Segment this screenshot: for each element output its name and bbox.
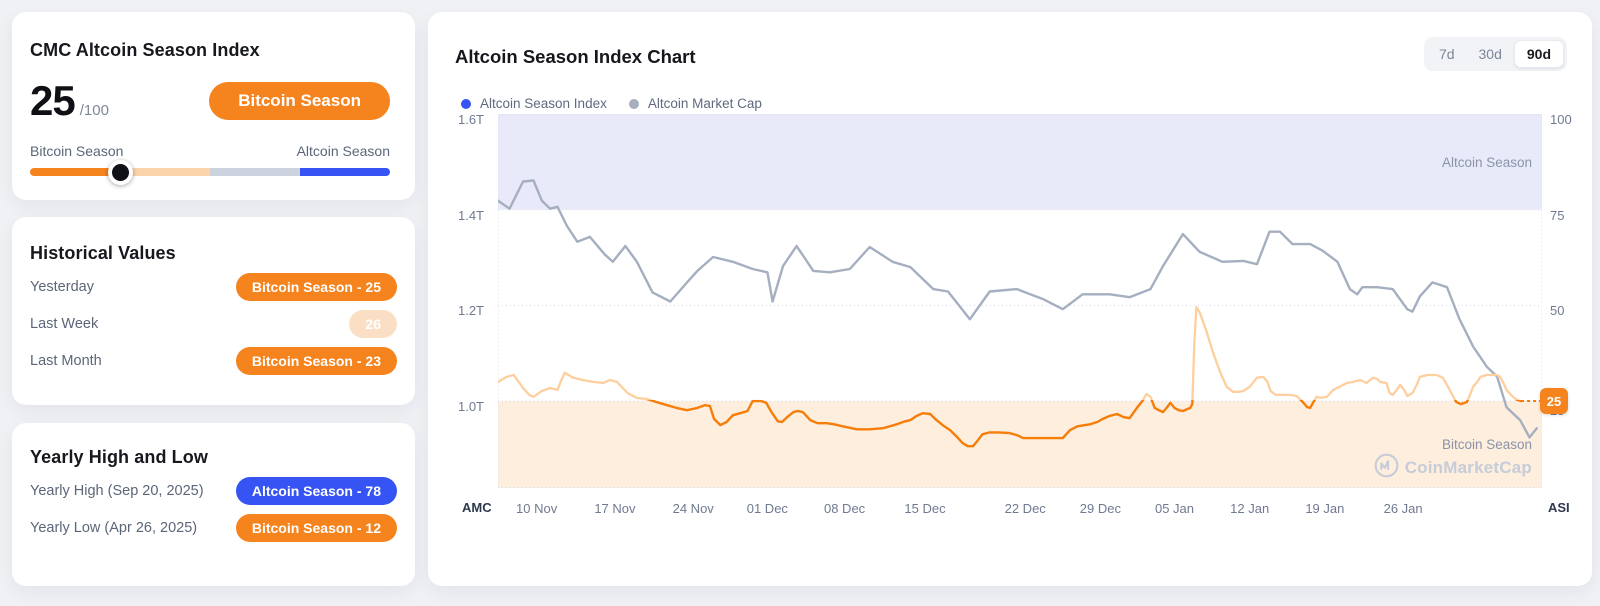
historical-row-badge: Bitcoin Season - 23 [235,347,397,375]
historical-row: Yesterday Bitcoin Season - 25 [30,273,397,301]
historical-row-label: Last Week [30,316,99,332]
yearly-high-low-card: Yearly High and Low Yearly High (Sep 20,… [12,423,415,586]
watermark-block: Bitcoin Season CoinMarketCap [1374,437,1532,483]
season-slider [30,160,390,185]
x-axis-tick: 05 Jan [1154,501,1195,516]
altcoin-season-chart-card: Altcoin Season Index Chart Altcoin Seaso… [428,12,1592,586]
historical-values-card: Historical Values Yesterday Bitcoin Seas… [12,217,415,405]
current-value-badge: 25 [1540,388,1568,414]
season-card-title: CMC Altcoin Season Index [30,40,260,60]
x-axis-tick: 10 Nov [516,501,558,516]
slider-knob[interactable] [108,160,133,185]
x-axis-tick: 26 Jan [1383,501,1423,516]
chart-svg [496,114,1542,488]
legend-item-altcoin-season-index[interactable]: Altcoin Season Index [461,96,607,111]
yearly-row-label: Yearly High (Sep 20, 2025) [30,483,204,499]
left-column: CMC Altcoin Season Index 25 /100 Bitcoin… [12,12,415,586]
legend-item-altcoin-market-cap[interactable]: Altcoin Market Cap [628,96,762,111]
season-index-card: CMC Altcoin Season Index 25 /100 Bitcoin… [12,12,415,200]
y-axis-right-tick: 75 [1550,207,1565,223]
x-axis-tick: 17 Nov [594,501,636,516]
legend-dot-gray [628,98,639,109]
historical-card-title: Historical Values [30,243,176,263]
yearly-row: Yearly High (Sep 20, 2025) Altcoin Seaso… [30,477,397,505]
chart-plot-area[interactable] [496,114,1542,488]
x-axis-tick: 15 Dec [904,501,946,516]
historical-row-label: Last Month [30,353,102,369]
y-axis-left-tick: 1.2T [457,303,484,319]
range-button-7d[interactable]: 7d [1427,40,1467,68]
legend-label: Altcoin Season Index [480,96,607,111]
legend-label: Altcoin Market Cap [647,96,762,111]
score-row: 25 /100 Bitcoin Season [30,79,390,123]
yearly-row: Yearly Low (Apr 26, 2025) Bitcoin Season… [30,514,397,542]
x-axis-tick: 01 Dec [746,501,788,516]
scale-labels: Bitcoin Season Altcoin Season [30,143,390,159]
season-status-badge: Bitcoin Season [209,82,390,120]
legend-dot-blue [461,98,471,109]
historical-row-label: Yesterday [30,279,94,295]
range-button-30d[interactable]: 30d [1467,40,1514,68]
scale-right-label: Altcoin Season [296,143,390,159]
y-axis-left-tick: 1.4T [457,207,484,223]
chart-legend: Altcoin Season Index Altcoin Market Cap [461,96,762,111]
yearly-row-badge: Bitcoin Season - 12 [235,514,397,542]
x-axis-tick: 24 Nov [672,501,714,516]
yearly-row-badge: Altcoin Season - 78 [235,477,397,505]
slider-segment-bitcoin [30,168,120,176]
bitcoin-season-zone-label: Bitcoin Season [1441,437,1532,452]
historical-row-badge: 26 [349,310,397,338]
scale-left-label: Bitcoin Season [30,143,124,159]
historical-row: Last Week 26 [30,310,397,338]
y-axis-right-tick: 100 [1550,111,1572,127]
range-button-90d[interactable]: 90d [1513,40,1564,68]
x-axis-tick: 22 Dec [1004,501,1046,516]
historical-row-badge: Bitcoin Season - 25 [235,273,397,301]
x-axis-tick: 19 Jan [1305,501,1345,516]
score-max: /100 [79,102,109,119]
chart-title: Altcoin Season Index Chart [455,46,696,67]
left-axis-name: AMC [462,500,492,515]
historical-row: Last Month Bitcoin Season - 23 [30,347,397,375]
y-axis-right-tick: 50 [1550,303,1565,319]
yearly-row-label: Yearly Low (Apr 26, 2025) [30,520,198,536]
time-range-toggle: 7d 30d 90d [1423,37,1567,71]
coinmarketcap-watermark: CoinMarketCap [1374,453,1532,483]
score-value: 25 /100 [30,79,109,123]
slider-segment-leaning-bitcoin [120,168,210,176]
x-axis-tick: 12 Jan [1230,501,1270,516]
y-axis-left-tick: 1.6T [457,111,484,127]
yearly-card-title: Yearly High and Low [30,447,208,467]
slider-segment-neutral [210,168,300,176]
altcoin-season-zone-label: Altcoin Season [1441,155,1532,170]
x-axis-tick: 08 Dec [823,501,866,516]
y-axis-left-tick: 1.0T [457,399,484,414]
coinmarketcap-logo-icon [1374,453,1399,483]
score-number: 25 [30,77,76,124]
x-axis-tick: 29 Dec [1079,501,1121,516]
season-slider-track [30,168,390,176]
right-axis-name: ASI [1548,500,1570,515]
page: CMC Altcoin Season Index 25 /100 Bitcoin… [12,12,1592,586]
coinmarketcap-wordmark: CoinMarketCap [1404,458,1532,477]
slider-segment-altcoin [300,168,390,176]
